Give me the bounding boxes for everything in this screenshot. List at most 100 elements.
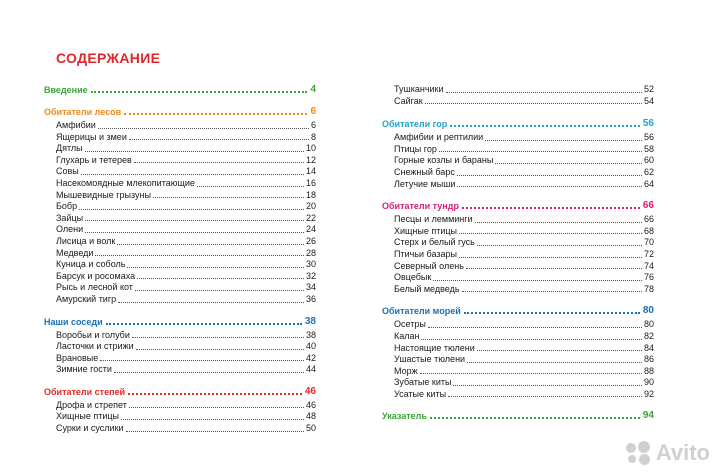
entry-label: Летучие мыши <box>394 178 456 189</box>
toc-entry[interactable]: Горные козлы и бараны 60 <box>394 155 654 167</box>
page-number: 66 <box>643 214 654 225</box>
entry-label: Сайгак <box>394 95 423 106</box>
dot-leader <box>461 207 640 210</box>
entry-label: Бобр <box>56 201 78 212</box>
page-number: 32 <box>305 270 316 281</box>
toc-entry[interactable]: Совы 14 <box>56 166 316 178</box>
toc-entry[interactable]: Глухарь и тетерев 12 <box>56 155 316 167</box>
toc-entry[interactable]: Северный олень 74 <box>394 261 654 273</box>
dot-leader <box>95 255 304 257</box>
toc-entry[interactable]: Снежный барс 62 <box>394 167 654 179</box>
toc-section: Введение 4 <box>44 84 316 96</box>
page-number: 74 <box>643 260 654 271</box>
dot-leader <box>465 268 642 270</box>
toc-section-heading[interactable]: Указатель 94 <box>382 410 654 422</box>
toc-entry[interactable]: Морж 88 <box>394 366 654 378</box>
toc-entry[interactable]: Летучие мыши 64 <box>394 179 654 191</box>
dot-leader <box>125 430 304 432</box>
page-number: 66 <box>642 200 654 212</box>
page-number: 90 <box>643 377 654 388</box>
toc-entry[interactable]: Барсук и росомаха 32 <box>56 271 316 283</box>
toc-entry-list: Дрофа и стрепет 46 Хищные птицы 48 Сурки и с… <box>56 400 316 435</box>
toc-entry[interactable]: Хищные птицы 68 <box>394 226 654 238</box>
dot-leader <box>421 338 642 340</box>
toc-entry[interactable]: Ласточки и стрижи 40 <box>56 341 316 353</box>
toc-entry[interactable]: Хищные птицы 48 <box>56 411 316 423</box>
page-number: 4 <box>310 84 316 95</box>
entry-label: Указатель <box>382 411 427 422</box>
toc-section-heading[interactable]: Обитатели степей 46 <box>44 386 316 398</box>
toc-entry[interactable]: Ушастые тюлени 86 <box>394 354 654 366</box>
page-number: 18 <box>305 189 316 200</box>
toc-section-heading[interactable]: Обитатели лесов 6 <box>44 106 316 118</box>
entry-label: Барсук и росомаха <box>56 270 136 281</box>
toc-entry[interactable]: Амурский тигр 36 <box>56 294 316 306</box>
dot-leader <box>459 233 642 235</box>
page-number: 80 <box>643 319 654 330</box>
entry-label: Зубатые киты <box>394 377 452 388</box>
toc-entry[interactable]: Калан 82 <box>394 331 654 343</box>
dot-leader <box>97 127 309 129</box>
toc-entry[interactable]: Насекомоядные млекопитающие 16 <box>56 178 316 190</box>
dot-leader <box>450 125 640 128</box>
page-number: 42 <box>305 352 316 363</box>
toc-entry[interactable]: Дятлы 10 <box>56 143 316 155</box>
toc-entry[interactable]: Сайгак 54 <box>394 96 654 108</box>
toc-entry[interactable]: Птичьи базары 72 <box>394 249 654 261</box>
entry-label: Морж <box>394 365 418 376</box>
page-number: 72 <box>643 248 654 259</box>
toc-entry[interactable]: Воробьи и голуби 38 <box>56 330 316 342</box>
toc-entry[interactable]: Медведи 28 <box>56 248 316 260</box>
toc-entry[interactable]: Рысь и лесной кот 34 <box>56 282 316 294</box>
toc-entry[interactable]: Зайцы 22 <box>56 213 316 225</box>
toc-entry[interactable]: Белый медведь 78 <box>394 284 654 296</box>
dot-leader <box>438 151 642 153</box>
toc-entry[interactable]: Птицы гор 58 <box>394 144 654 156</box>
toc-section-heading[interactable]: Обитатели морей 80 <box>382 305 654 317</box>
toc-entry[interactable]: Тушканчики 52 <box>394 84 654 96</box>
toc-entry[interactable]: Бобр 20 <box>56 201 316 213</box>
page-number: 80 <box>642 305 654 317</box>
toc-entry[interactable]: Олени 24 <box>56 224 316 236</box>
toc-entry[interactable]: Зубатые киты 90 <box>394 377 654 389</box>
page-number: 82 <box>643 330 654 341</box>
entry-label: Песцы и лемминги <box>394 214 473 225</box>
page-number: 68 <box>643 225 654 236</box>
toc-section-heading[interactable]: Наши соседи 38 <box>44 316 316 328</box>
toc-entry[interactable]: Зимние гости 44 <box>56 364 316 376</box>
entry-label: Настоящие тюлени <box>394 342 475 353</box>
toc-section-heading[interactable]: Обитатели гор 56 <box>382 118 654 130</box>
toc-entry[interactable]: Настоящие тюлени 84 <box>394 343 654 355</box>
toc-entry[interactable]: Сурки и суслики 50 <box>56 423 316 435</box>
toc-section-heading[interactable]: Обитатели тундр 66 <box>382 200 654 212</box>
entry-label: Обитатели лесов <box>44 107 122 117</box>
toc-entry[interactable]: Овцебык 76 <box>394 272 654 284</box>
toc-entry[interactable]: Стерх и белый гусь 70 <box>394 237 654 249</box>
page-number: 6 <box>310 106 316 117</box>
toc-entry[interactable]: Лисица и волк 26 <box>56 236 316 248</box>
dot-leader <box>133 162 304 164</box>
toc-entry[interactable]: Амфибии 6 <box>56 120 316 132</box>
page-number: 30 <box>305 259 316 270</box>
toc-entry[interactable]: Дрофа и стрепет 46 <box>56 400 316 412</box>
page-number: 76 <box>643 272 654 283</box>
toc-entry[interactable]: Амфибии и рептилии 56 <box>394 132 654 144</box>
page-number: 38 <box>304 315 316 327</box>
toc-entry[interactable]: Ящерицы и змеи 8 <box>56 132 316 144</box>
toc-entry[interactable]: Куница и соболь 30 <box>56 259 316 271</box>
toc-entry[interactable]: Осетры 80 <box>394 319 654 331</box>
toc-right-column: Тушканчики 52 Сайгак 54 Обитатели гор 56 Амфи… <box>382 84 654 432</box>
dot-leader <box>121 419 304 421</box>
dot-leader <box>135 348 304 350</box>
entry-label: Обитатели степей <box>44 386 126 397</box>
entry-label: Рысь и лесной кот <box>56 282 133 293</box>
toc-entry[interactable]: Песцы и лемминги 66 <box>394 214 654 226</box>
toc-section-heading[interactable]: Введение 4 <box>44 84 316 96</box>
entry-label: Хищные птицы <box>56 411 120 422</box>
toc-entry-list: Амфибии 6 Ящерицы и змеи 8 Дятлы 10 Глухарь и … <box>56 120 316 306</box>
toc-entry[interactable]: Врановые 42 <box>56 353 316 365</box>
dot-leader <box>128 392 302 395</box>
page-number: 54 <box>643 95 654 106</box>
toc-entry[interactable]: Мышевидные грызуны 18 <box>56 190 316 202</box>
toc-entry[interactable]: Усатые киты 92 <box>394 389 654 401</box>
